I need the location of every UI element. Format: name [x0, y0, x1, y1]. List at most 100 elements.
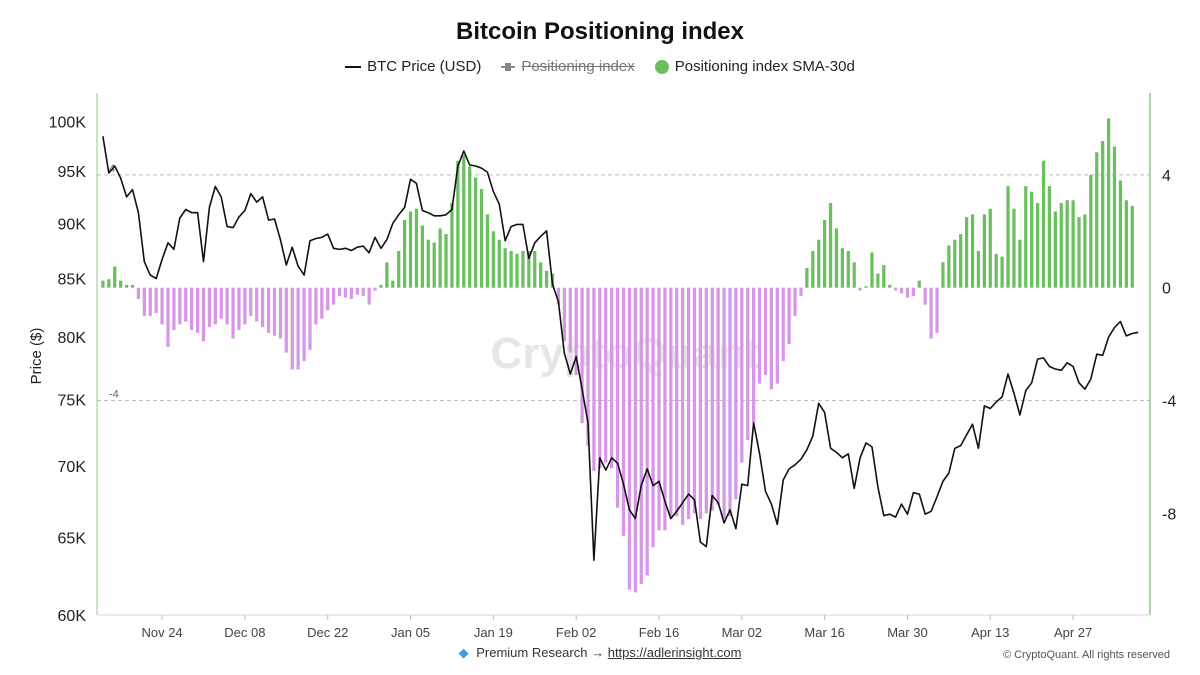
legend-item-positioning-sma[interactable]: Positioning index SMA-30d: [654, 58, 855, 75]
sma-bar: [1101, 140, 1105, 288]
sma-bar: [781, 287, 785, 362]
sma-bar: [450, 203, 454, 288]
sma-bar: [746, 287, 750, 441]
sma-bar: [923, 287, 927, 305]
sma-bar: [1065, 200, 1069, 288]
sma-bar: [314, 287, 318, 325]
sma-bar: [414, 208, 419, 288]
y2-tick-label: 0: [1162, 281, 1171, 298]
sma-bar: [201, 287, 206, 342]
sma-bar: [107, 279, 111, 288]
sma-bar: [231, 287, 235, 339]
sma-bar: [805, 267, 809, 288]
footer-text: Premium Research →: [476, 645, 605, 660]
sma-bar: [911, 287, 915, 297]
sma-bar: [544, 270, 549, 288]
sma-bar: [893, 287, 898, 291]
legend-line-swatch-disabled: [501, 62, 516, 71]
sma-bar: [959, 234, 963, 288]
sma-bar: [160, 287, 164, 325]
sma-bar: [817, 239, 821, 288]
sma-bar: [899, 287, 904, 294]
sma-bar: [828, 203, 833, 288]
sma-bar: [1018, 239, 1022, 288]
x-tick-label: Apr 13: [971, 625, 1009, 640]
sma-bar: [255, 287, 259, 322]
sma-bar: [704, 287, 708, 514]
sma-bar: [633, 287, 637, 593]
legend-item-positioning-index[interactable]: Positioning index: [501, 58, 635, 75]
sma-bar: [876, 273, 880, 288]
sma-bar: [870, 252, 874, 288]
sma-bar: [349, 287, 354, 299]
sma-bar: [337, 287, 342, 297]
y-tick-label: 100K: [49, 115, 87, 132]
sma-bar: [586, 287, 590, 446]
sma-bar: [864, 286, 868, 288]
y-tick-label: 65K: [58, 531, 87, 548]
sma-bar: [261, 287, 265, 328]
y-tick-label: 90K: [58, 216, 87, 233]
sma-bar: [1047, 186, 1052, 288]
price-line: [102, 136, 1139, 561]
sma-bar: [1000, 256, 1004, 288]
sma-bar: [272, 287, 277, 336]
legend-label-positioning-index: Positioning index: [521, 58, 635, 75]
sma-bar: [444, 234, 448, 288]
footer-promo: ◆ Premium Research → https://adlerinsigh…: [0, 645, 1200, 661]
sma-bar: [663, 287, 667, 531]
sma-bar: [249, 287, 253, 316]
x-tick-label: Apr 27: [1054, 625, 1092, 640]
y2-tick-label: -8: [1162, 506, 1176, 523]
legend-item-btc-price[interactable]: BTC Price (USD): [345, 58, 481, 75]
sma-bar: [479, 188, 484, 288]
diamond-icon: ◆: [458, 645, 469, 660]
sma-bar: [148, 287, 152, 316]
sma-bar: [615, 287, 620, 508]
sma-bar: [539, 262, 543, 288]
sma-bar: [332, 287, 336, 305]
sma-bar: [929, 287, 933, 339]
y-axis-title: Price ($): [28, 328, 45, 385]
sma-bar: [935, 287, 939, 333]
sma-bar: [1059, 203, 1063, 288]
axes: 60K 65K 70K 75K 80K 85K 90K 95K 100K -8 -4 0 4 Nov 24…: [49, 93, 1176, 640]
sma-bar: [592, 287, 596, 472]
sma-bar: [485, 214, 490, 288]
y-tick-label: 95K: [58, 164, 87, 181]
sma-bar: [385, 262, 389, 288]
y-tick-label: 85K: [58, 272, 87, 289]
sma-bar: [207, 287, 212, 328]
sma-bar: [710, 287, 714, 511]
sma-bar: [308, 287, 312, 350]
sma-bar: [361, 287, 365, 297]
chart-title: Bitcoin Positioning index: [456, 18, 744, 45]
sma-bar: [1012, 208, 1016, 288]
sma-bar: [190, 287, 194, 331]
sma-bar: [728, 287, 732, 517]
sma-bar: [462, 155, 466, 288]
sma-bar: [521, 251, 525, 288]
x-tick-label: Feb 02: [556, 625, 596, 640]
sma-bar: [858, 287, 862, 291]
sma-bar: [166, 287, 170, 347]
sma-bar: [195, 287, 200, 333]
sma-bar: [604, 287, 608, 463]
sma-bar: [947, 245, 951, 288]
sma-bar: [326, 287, 330, 311]
sma-bar: [941, 262, 945, 288]
footer-link[interactable]: https://adlerinsight.com: [607, 645, 742, 660]
legend-dot-swatch: [654, 59, 669, 74]
sma-bar: [722, 287, 726, 520]
y-tick-label: 60K: [58, 608, 87, 625]
sma-bar: [367, 287, 371, 305]
legend-line-swatch: [345, 65, 362, 68]
sma-bar: [1077, 217, 1081, 288]
sma-bar: [562, 287, 566, 342]
sma-bar: [823, 219, 827, 288]
sma-bar: [284, 287, 288, 353]
y-tick-label: 80K: [58, 330, 87, 347]
sma-bar: [793, 287, 797, 316]
sma-bar: [533, 251, 537, 288]
sma-bar: [172, 287, 176, 331]
